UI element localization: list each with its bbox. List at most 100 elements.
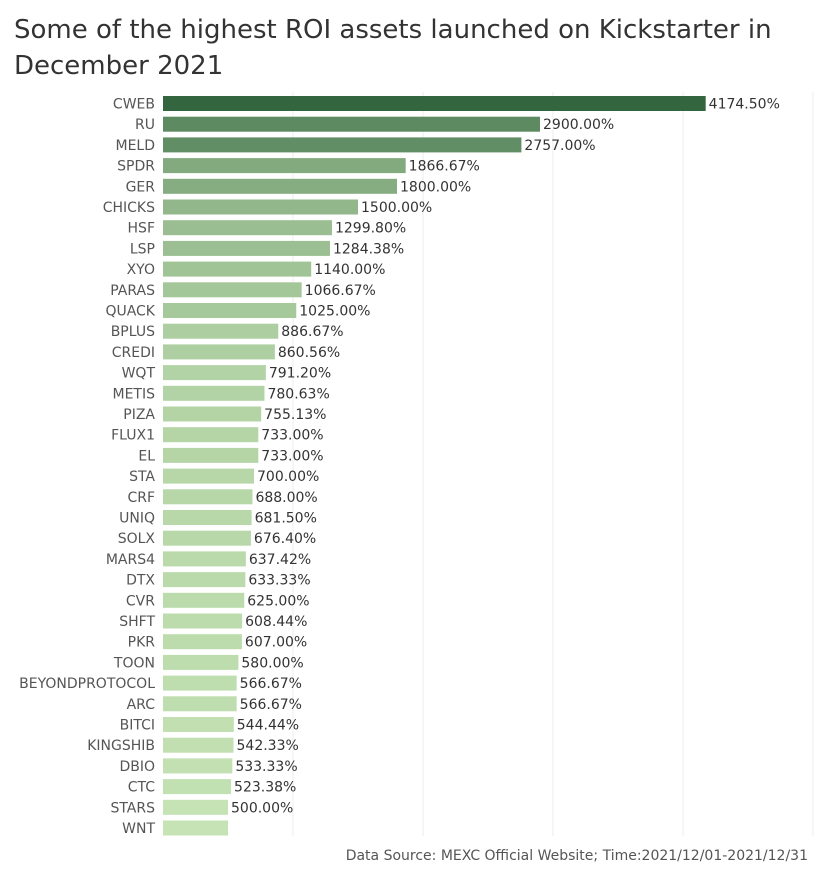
category-label: METIS <box>113 386 156 402</box>
chart-title: Some of the highest ROI assets launched … <box>14 15 772 81</box>
category-label: CTC <box>128 780 156 796</box>
data-label: 1140.00% <box>314 262 385 278</box>
category-label: SHFT <box>119 614 155 630</box>
bar <box>163 717 234 732</box>
category-label: QUACK <box>105 304 155 320</box>
category-label: XYO <box>127 262 155 278</box>
bar <box>163 820 228 836</box>
data-label: 566.67% <box>240 676 302 692</box>
data-label: 860.56% <box>278 345 340 361</box>
bar <box>163 406 262 422</box>
data-label: 1500.00% <box>361 200 432 216</box>
data-label: 580.00% <box>241 655 303 671</box>
data-label: 676.40% <box>254 531 316 547</box>
bar <box>163 696 237 712</box>
data-label: 791.20% <box>269 366 331 382</box>
bar <box>163 675 237 691</box>
category-label: PKR <box>128 635 156 651</box>
bar <box>163 779 232 795</box>
data-label: 608.44% <box>245 614 307 630</box>
data-label: 733.00% <box>261 448 323 464</box>
data-source-note: Data Source: MEXC Official Website; Time… <box>345 848 808 864</box>
bar <box>163 758 233 774</box>
data-label: 1066.67% <box>305 283 376 299</box>
category-label: WNT <box>122 821 155 837</box>
data-label: 533.33% <box>235 759 297 775</box>
bar <box>163 344 275 360</box>
bar <box>163 634 242 650</box>
category-label: CWEB <box>113 97 155 113</box>
category-label: DBIO <box>119 759 155 775</box>
data-label: 1800.00% <box>400 179 471 195</box>
category-label: TOON <box>113 655 155 671</box>
category-label: SPDR <box>117 159 155 175</box>
data-label: 4174.50% <box>709 97 780 113</box>
bar <box>163 137 522 153</box>
bar <box>163 158 406 174</box>
data-label: 681.50% <box>255 511 317 527</box>
category-label: RU <box>135 117 155 133</box>
bar <box>163 799 228 815</box>
bar <box>163 199 358 215</box>
category-label: BPLUS <box>111 324 155 340</box>
data-label: 1284.38% <box>333 241 404 257</box>
category-label: PIZA <box>123 407 155 423</box>
category-label: WQT <box>122 366 156 382</box>
category-label: CHICKS <box>103 200 155 216</box>
category-label: GER <box>126 179 156 195</box>
bar <box>163 365 266 381</box>
category-label: STA <box>129 469 155 485</box>
data-label: 780.63% <box>267 386 329 402</box>
data-label: 886.67% <box>281 324 343 340</box>
bar <box>163 530 251 546</box>
bar <box>163 220 332 236</box>
data-label: 542.33% <box>237 738 299 754</box>
category-label: MELD <box>115 138 155 154</box>
bar <box>163 116 540 132</box>
category-label: CRF <box>127 490 155 506</box>
data-label: 1025.00% <box>299 304 370 320</box>
data-label: 700.00% <box>257 469 319 485</box>
bar <box>163 551 246 567</box>
data-label: 1299.80% <box>335 221 406 237</box>
bar <box>163 178 397 194</box>
bar <box>163 240 330 256</box>
category-label: SOLX <box>118 531 156 547</box>
data-label: 2900.00% <box>543 117 614 133</box>
bar <box>163 468 254 484</box>
category-label: BEYONDPROTOCOL <box>19 676 155 692</box>
bar <box>163 489 253 505</box>
bar <box>163 96 706 111</box>
bar <box>163 261 312 277</box>
category-label: CVR <box>126 593 155 609</box>
bar <box>163 323 279 339</box>
data-label: 607.00% <box>245 635 307 651</box>
bar <box>163 510 252 525</box>
bar <box>163 654 239 670</box>
bar <box>163 572 246 588</box>
bar <box>163 427 259 443</box>
category-label: BITCI <box>120 718 155 734</box>
category-label: EL <box>138 448 155 464</box>
data-label: 733.00% <box>261 428 323 444</box>
data-label: 2757.00% <box>524 138 595 154</box>
category-label: FLUX1 <box>111 428 155 444</box>
bar <box>163 447 259 463</box>
bar <box>163 592 245 608</box>
data-label: 1866.67% <box>409 159 480 175</box>
data-label: 523.38% <box>234 780 296 796</box>
data-label: 755.13% <box>264 407 326 423</box>
data-label: 625.00% <box>247 593 309 609</box>
bar <box>163 282 302 298</box>
data-label: 637.42% <box>249 552 311 568</box>
category-label: PARAS <box>110 283 155 299</box>
category-label: STARS <box>110 800 155 816</box>
category-label: HSF <box>128 221 155 237</box>
bar <box>163 613 243 629</box>
category-label: UNIQ <box>119 511 155 527</box>
category-label: DTX <box>126 573 155 589</box>
bar <box>163 385 265 401</box>
category-label: MARS4 <box>106 552 155 568</box>
data-label: 688.00% <box>255 490 317 506</box>
